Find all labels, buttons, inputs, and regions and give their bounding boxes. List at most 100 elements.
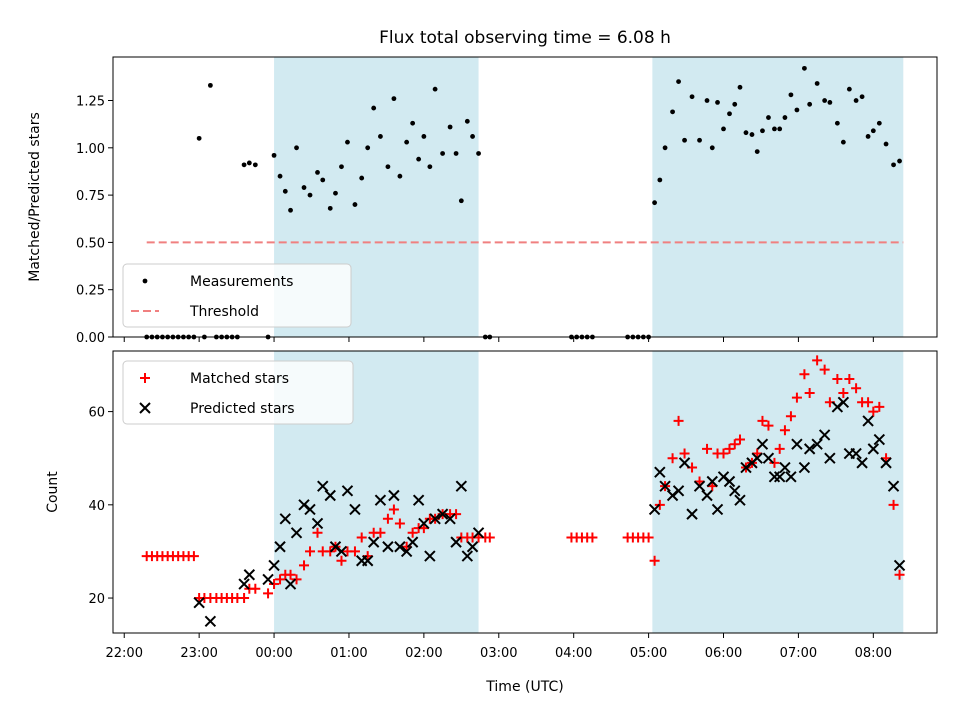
data-point <box>799 369 810 380</box>
data-point <box>299 560 310 571</box>
data-point <box>706 475 718 488</box>
data-point <box>458 198 464 204</box>
data-point <box>824 452 836 464</box>
x-tick-label: 22:00 <box>106 646 143 661</box>
data-point <box>893 559 906 572</box>
data-point <box>724 443 735 454</box>
data-point <box>779 461 791 474</box>
data-point <box>762 452 775 464</box>
data-point <box>444 513 456 525</box>
data-point <box>807 101 813 107</box>
data-point <box>718 448 729 459</box>
data-point <box>682 137 687 143</box>
y-tick-label: 40 <box>88 499 105 514</box>
data-point <box>723 475 736 488</box>
data-point <box>279 513 291 525</box>
data-point <box>737 84 743 90</box>
data-point <box>676 79 681 84</box>
data-point <box>464 118 470 124</box>
data-point <box>455 480 468 492</box>
data-point <box>657 177 663 183</box>
data-point <box>652 200 657 206</box>
data-point <box>804 387 815 398</box>
data-point <box>388 489 400 502</box>
data-point <box>349 503 361 516</box>
axes-frame <box>112 350 938 634</box>
x-axis-label: Time (UTC) <box>485 679 563 695</box>
data-point <box>704 98 710 103</box>
data-point <box>472 527 485 539</box>
data-point <box>407 527 418 538</box>
data-point <box>427 164 433 170</box>
data-point <box>367 536 380 548</box>
x-tick-label: 23:00 <box>180 646 217 661</box>
data-point <box>327 205 333 211</box>
data-point <box>853 98 859 103</box>
data-point <box>382 541 394 553</box>
data-point <box>768 471 781 483</box>
data-point <box>252 162 258 168</box>
data-point <box>404 139 410 145</box>
data-point <box>859 94 865 100</box>
data-point <box>798 461 811 474</box>
data-point <box>453 151 459 156</box>
data-point <box>832 373 843 384</box>
x-tick-label: 06:00 <box>705 646 742 661</box>
data-point <box>388 504 399 515</box>
data-point <box>341 485 354 497</box>
data-point <box>732 101 738 107</box>
data-point <box>271 152 277 158</box>
data-point <box>416 156 422 162</box>
legend-label: Matched stars <box>190 371 289 387</box>
data-point <box>397 173 403 179</box>
data-point <box>587 532 598 543</box>
data-point <box>757 415 768 426</box>
data-point <box>693 480 706 492</box>
data-point <box>440 151 445 156</box>
shaded-interval <box>652 351 904 633</box>
data-point <box>648 503 661 516</box>
data-point <box>819 364 830 375</box>
data-point <box>834 120 840 126</box>
data-point <box>466 541 479 553</box>
data-point <box>756 438 769 450</box>
data-point <box>649 555 660 566</box>
x-tick-label: 04:00 <box>555 646 592 661</box>
data-point <box>670 109 675 115</box>
data-point <box>769 457 780 468</box>
data-point <box>391 96 397 102</box>
data-point <box>312 527 323 538</box>
y-tick-label: 60 <box>88 406 105 421</box>
data-point <box>311 517 324 530</box>
data-point <box>863 397 874 408</box>
data-point <box>772 126 777 132</box>
data-point <box>188 551 199 562</box>
data-point <box>679 448 690 459</box>
data-point <box>250 583 261 594</box>
y-tick-label: 0.75 <box>76 189 105 204</box>
data-point <box>785 411 796 422</box>
data-point <box>840 139 846 145</box>
data-point <box>246 160 252 166</box>
data-point <box>451 509 462 520</box>
data-point <box>888 499 899 510</box>
data-point <box>701 489 713 502</box>
data-point <box>241 162 247 168</box>
y-tick-label: 1.00 <box>76 142 105 157</box>
data-point <box>239 593 250 604</box>
data-point <box>429 513 441 525</box>
data-point <box>339 164 344 170</box>
data-point <box>774 443 785 454</box>
data-point <box>654 466 666 478</box>
legend-marker <box>139 402 151 414</box>
data-point <box>484 532 495 543</box>
data-point <box>760 128 765 134</box>
data-point <box>315 170 320 175</box>
y-axis-label-top: Matched/Predicted stars <box>27 112 43 282</box>
y-tick-label: 20 <box>88 592 105 607</box>
data-point <box>268 559 280 572</box>
data-point <box>285 569 296 580</box>
data-point <box>345 139 350 145</box>
data-point <box>794 107 800 113</box>
